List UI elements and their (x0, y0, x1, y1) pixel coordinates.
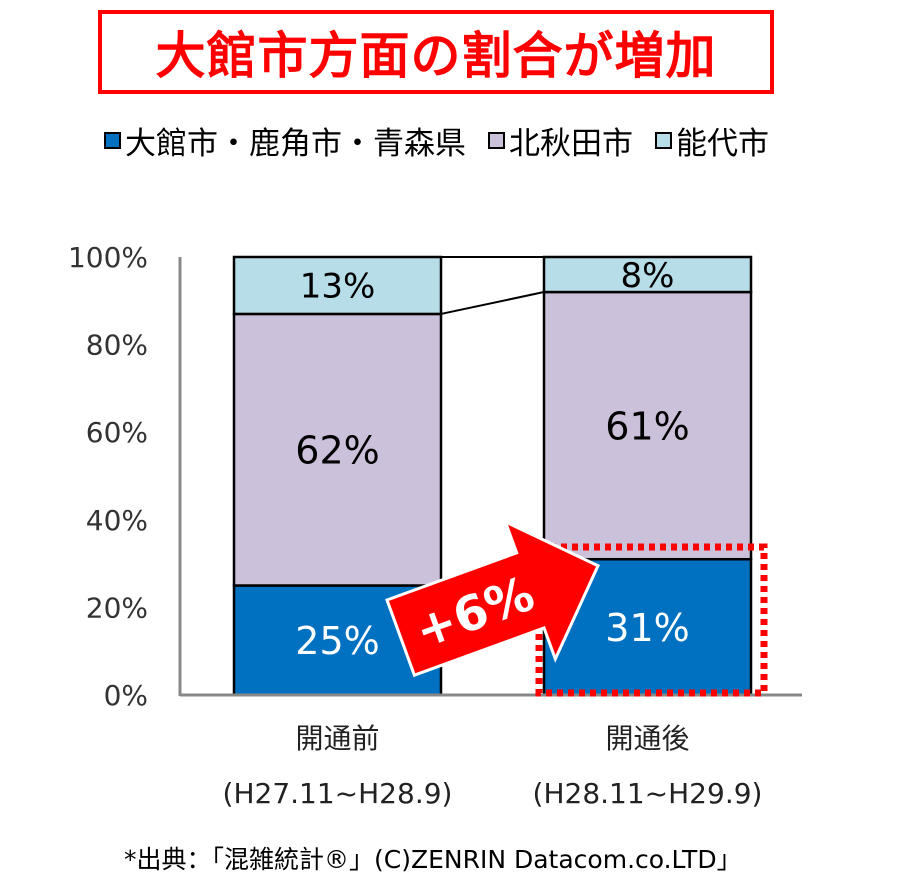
data-label-2-0: 13% (300, 267, 376, 307)
data-label-0-1: 31% (605, 606, 689, 650)
legend-item-1: 北秋田市 (488, 118, 633, 163)
legend-swatch-1 (488, 132, 505, 149)
bar-seg-2-0 (232, 255, 443, 316)
data-label-1-0: 62% (295, 428, 379, 472)
chart-title: 大館市方面の割合が増加 (155, 27, 717, 85)
x-category-label-1: 開通後 (605, 722, 689, 755)
y-tick-label-2: 40% (86, 504, 148, 537)
increase-arrow-shape (385, 518, 600, 678)
x-category-label-0: 開通前 (295, 722, 379, 755)
legend-item-2: 能代市 (655, 118, 769, 163)
title-box: 大館市方面の割合が増加 (98, 10, 774, 94)
y-tick-label-3: 60% (86, 416, 148, 449)
data-label-2-1: 8% (621, 256, 675, 296)
data-label-0-0: 25% (295, 619, 379, 663)
legend-label-2: 能代市 (676, 126, 769, 162)
y-tick-label-4: 80% (86, 329, 148, 362)
legend-label-0: 大館市・鹿角市・青森県 (125, 126, 466, 162)
y-tick-label-1: 20% (86, 591, 148, 624)
highlight-box (535, 543, 768, 697)
legend-item-0: 大館市・鹿角市・青森県 (104, 118, 466, 163)
connector-line-1 (440, 291, 545, 315)
x-category-sublabel-0: (H27.11~H28.9) (223, 777, 453, 810)
data-label-1-1: 61% (605, 404, 689, 448)
y-tick-label-5: 100% (68, 241, 148, 274)
bar-seg-1-1 (542, 290, 753, 561)
bar-seg-2-1 (542, 255, 753, 294)
legend-swatch-2 (655, 132, 672, 149)
legend-label-1: 北秋田市 (509, 126, 633, 162)
y-tick-label-0: 0% (104, 679, 148, 712)
legend-swatch-0 (104, 132, 121, 149)
increase-arrow: +6% (385, 518, 600, 678)
legend: 大館市・鹿角市・青森県 北秋田市 能代市 (104, 118, 791, 163)
source-note: *出典：「混雑統計®」(C)ZENRIN Datacom.co.LTD」 (124, 845, 742, 874)
x-category-sublabel-1: (H28.11~H29.9) (533, 777, 763, 810)
